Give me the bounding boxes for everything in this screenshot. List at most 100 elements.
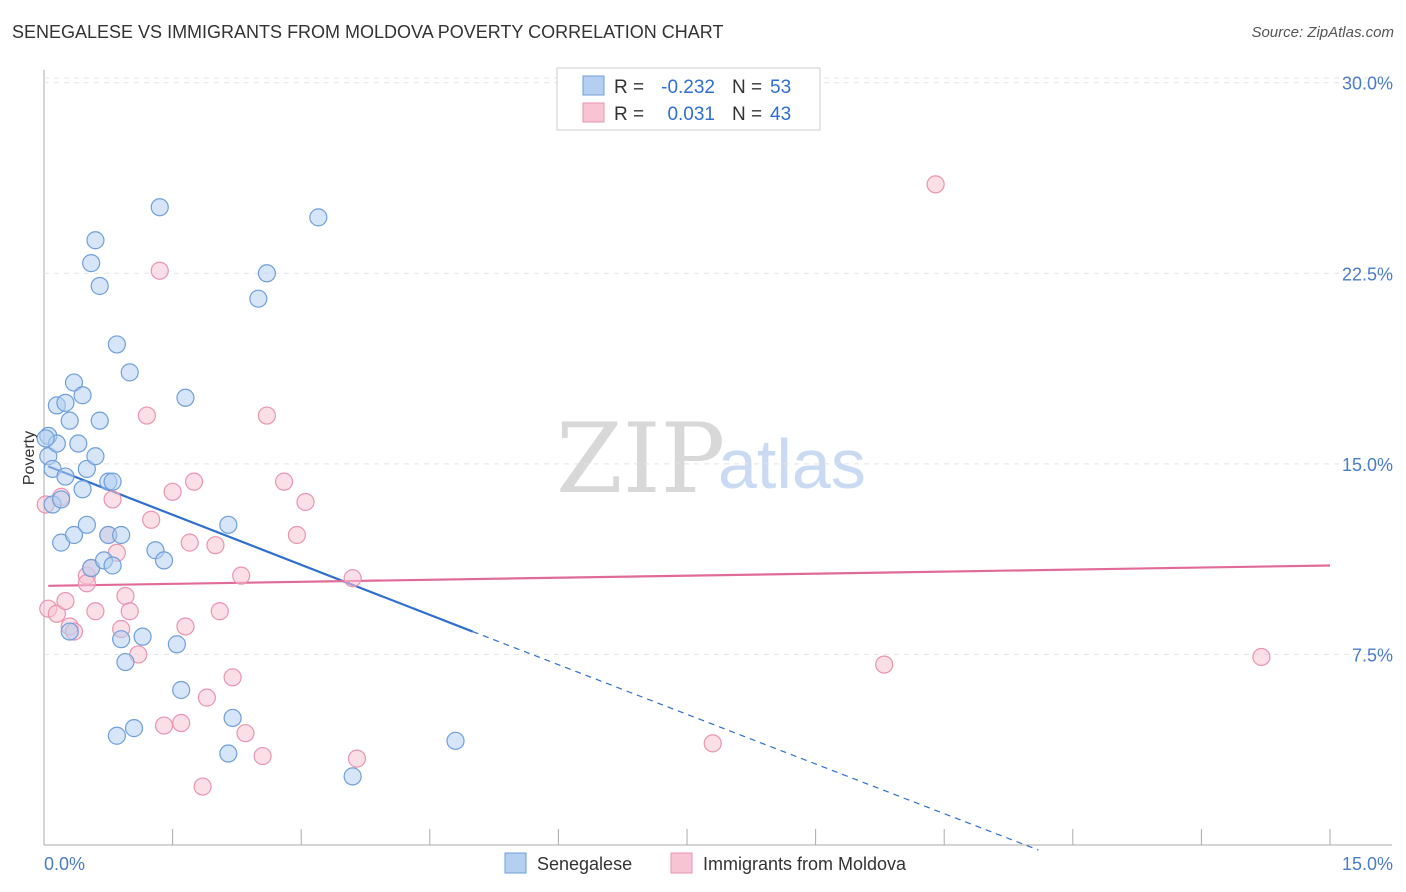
legend-r-value-1: -0.232 — [661, 77, 715, 98]
x-tick-label-max: 15.0% — [1342, 854, 1393, 874]
moldova-point — [142, 510, 161, 529]
moldova-point — [77, 574, 96, 593]
legend-r-label-1: R = — [614, 77, 644, 98]
bottom-legend-senegalese: Senegalese — [537, 854, 632, 874]
moldova-point — [274, 472, 294, 491]
y-tick-label: 22.5% — [1342, 264, 1393, 284]
moldova-point — [296, 492, 315, 512]
senegalese-point — [176, 388, 195, 407]
senegalese-point — [77, 515, 96, 534]
moldova-point — [223, 668, 242, 687]
senegalese-point — [60, 411, 79, 430]
moldova-point — [120, 602, 139, 621]
moldova-point — [184, 472, 204, 491]
moldova-point — [163, 482, 182, 501]
senegalese-point — [64, 373, 84, 392]
moldova-point — [347, 749, 367, 768]
legend-swatch-senegalese — [582, 75, 605, 96]
trend-lines — [47, 465, 1331, 851]
senegalese-point — [309, 208, 328, 227]
moldova-point — [116, 586, 135, 606]
senegalese-point — [219, 744, 238, 763]
senegalese-points — [36, 198, 465, 786]
moldova-point — [236, 724, 255, 743]
moldova-point — [253, 746, 272, 766]
senegalese-point — [223, 708, 242, 728]
legend-n-label-1: N = — [732, 77, 762, 98]
senegalese-point — [219, 515, 238, 534]
senegalese-point — [103, 556, 122, 575]
moldova-point — [197, 688, 216, 707]
senegalese-point — [64, 525, 84, 545]
legend-n-value-2: 43 — [770, 104, 791, 125]
x-axis-ticks — [43, 829, 1331, 845]
moldova-point — [257, 406, 277, 425]
moldova-point — [172, 713, 191, 733]
bottom-legend: Senegalese Immigrants from Moldova — [504, 852, 907, 874]
bottom-legend-swatch-moldova — [670, 852, 693, 874]
legend-n-label-2: N = — [732, 104, 762, 125]
moldova-point — [56, 591, 75, 611]
senegalese-point — [60, 622, 79, 641]
senegalese-point — [112, 525, 131, 545]
moldova-point — [703, 734, 722, 753]
legend-box: R = -0.232 N = 53 R = 0.031 N = 43 — [556, 67, 821, 131]
watermark-zip: ZIP — [556, 403, 725, 515]
y-tick-label: 7.5% — [1352, 645, 1393, 665]
senegalese-point — [103, 472, 122, 491]
moldova-point — [47, 604, 66, 623]
senegalese-point — [446, 731, 465, 750]
x-tick-label-min: 0.0% — [44, 854, 85, 874]
senegalese-point — [56, 467, 75, 486]
moldova-point — [180, 533, 199, 552]
trend-line-senegalese-extrapolated — [472, 630, 1039, 851]
senegalese-point — [82, 254, 101, 273]
y-axis-label: Poverty — [21, 431, 38, 485]
senegalese-point — [120, 363, 139, 382]
moldova-point — [206, 536, 225, 555]
senegalese-point — [36, 429, 55, 448]
senegalese-point — [257, 264, 277, 283]
senegalese-point — [90, 411, 109, 430]
moldova-point — [176, 617, 195, 636]
senegalese-point — [343, 767, 362, 786]
legend-r-label-2: R = — [614, 104, 644, 125]
senegalese-point — [124, 719, 144, 738]
senegalese-point — [52, 490, 71, 509]
moldova-point — [86, 602, 105, 621]
senegalese-point — [172, 680, 191, 700]
senegalese-point — [133, 627, 152, 646]
moldova-point — [210, 602, 229, 621]
moldova-point — [232, 566, 251, 585]
bottom-legend-swatch-senegalese — [504, 852, 527, 874]
moldova-point — [343, 569, 362, 588]
moldova-point — [287, 525, 307, 545]
moldova-point — [103, 490, 122, 509]
senegalese-point — [90, 276, 109, 296]
moldova-point — [193, 777, 212, 796]
senegalese-point — [116, 652, 135, 672]
y-axis-tick-labels: 7.5% 15.0% 22.5% 30.0% — [1342, 74, 1393, 666]
senegalese-point — [69, 434, 88, 453]
legend-n-value-1: 53 — [770, 77, 791, 98]
senegalese-point — [86, 447, 105, 466]
moldova-point — [137, 406, 156, 425]
senegalese-point — [107, 335, 126, 354]
moldova-point — [154, 716, 174, 735]
watermark-atlas: atlas — [718, 425, 866, 503]
moldova-point — [150, 261, 169, 280]
senegalese-point — [86, 231, 105, 250]
senegalese-point — [167, 635, 186, 654]
legend-r-value-2: 0.031 — [667, 104, 715, 125]
senegalese-point — [154, 551, 174, 570]
moldova-point — [1252, 647, 1271, 667]
senegalese-point — [112, 630, 131, 649]
senegalese-point — [150, 198, 169, 217]
trend-line-moldova — [48, 564, 1331, 587]
senegalese-point — [73, 386, 92, 405]
senegalese-point — [73, 480, 92, 499]
senegalese-point — [77, 459, 96, 479]
moldova-point — [875, 655, 894, 674]
moldova-points — [36, 175, 1271, 796]
